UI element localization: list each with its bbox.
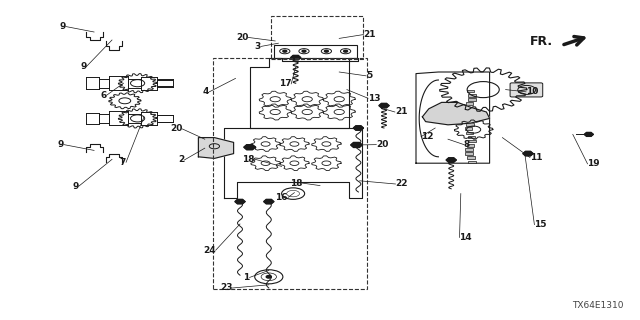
Text: 13: 13 <box>368 94 381 103</box>
Bar <box>465 127 472 130</box>
Text: 14: 14 <box>460 233 472 242</box>
Bar <box>467 90 474 92</box>
Circle shape <box>283 50 287 52</box>
Text: FR.: FR. <box>530 35 553 48</box>
Bar <box>465 152 473 155</box>
Bar <box>466 102 474 105</box>
Bar <box>468 140 476 142</box>
Bar <box>465 148 472 151</box>
Text: 21: 21 <box>395 108 408 116</box>
Text: 16: 16 <box>275 193 288 202</box>
Bar <box>213 58 367 289</box>
Polygon shape <box>264 199 274 204</box>
Text: 9: 9 <box>60 22 66 31</box>
Bar <box>468 94 476 97</box>
Bar <box>468 136 476 138</box>
Text: 11: 11 <box>530 153 543 162</box>
Text: 21: 21 <box>364 30 376 39</box>
Bar <box>465 132 473 134</box>
FancyBboxPatch shape <box>510 83 543 97</box>
Bar <box>274 45 357 58</box>
Polygon shape <box>523 151 533 156</box>
Text: 19: 19 <box>588 159 600 168</box>
Text: 7: 7 <box>120 158 126 167</box>
Polygon shape <box>584 132 593 136</box>
Text: TX64E1310: TX64E1310 <box>573 301 624 310</box>
Text: 20: 20 <box>170 124 182 133</box>
Circle shape <box>302 50 306 52</box>
Text: 17: 17 <box>278 79 291 88</box>
Text: 9: 9 <box>58 140 64 149</box>
Text: 24: 24 <box>203 246 216 255</box>
Polygon shape <box>422 102 490 125</box>
Bar <box>466 111 474 113</box>
Polygon shape <box>291 55 301 60</box>
Text: 20: 20 <box>376 140 388 149</box>
Polygon shape <box>353 126 364 130</box>
Bar <box>468 98 476 101</box>
Text: 5: 5 <box>366 71 372 80</box>
Text: 22: 22 <box>396 180 408 188</box>
Text: 23: 23 <box>220 284 232 292</box>
Bar <box>468 119 476 122</box>
Bar <box>468 115 476 117</box>
Polygon shape <box>198 138 234 158</box>
Text: 4: 4 <box>203 87 209 96</box>
Polygon shape <box>446 158 456 162</box>
Text: 18: 18 <box>241 155 254 164</box>
Circle shape <box>266 276 271 278</box>
Polygon shape <box>379 103 389 108</box>
Text: 12: 12 <box>421 132 434 141</box>
Bar <box>271 16 363 59</box>
Text: 9: 9 <box>72 182 79 191</box>
Text: 18: 18 <box>289 179 302 188</box>
Circle shape <box>324 50 328 52</box>
Text: 20: 20 <box>236 33 248 42</box>
Bar <box>468 161 476 163</box>
Bar <box>467 144 474 147</box>
Text: 2: 2 <box>178 156 184 164</box>
Text: 6: 6 <box>100 91 107 100</box>
Text: 15: 15 <box>534 220 547 229</box>
Circle shape <box>344 50 348 52</box>
Text: 1: 1 <box>243 273 250 282</box>
Text: 8: 8 <box>464 140 470 149</box>
Bar <box>467 156 475 159</box>
Polygon shape <box>244 145 255 150</box>
Text: 10: 10 <box>526 87 538 96</box>
Text: 9: 9 <box>80 62 86 71</box>
Bar <box>466 123 474 126</box>
Polygon shape <box>351 142 362 148</box>
Polygon shape <box>235 199 245 204</box>
Text: 3: 3 <box>255 42 261 51</box>
Bar <box>465 107 472 109</box>
